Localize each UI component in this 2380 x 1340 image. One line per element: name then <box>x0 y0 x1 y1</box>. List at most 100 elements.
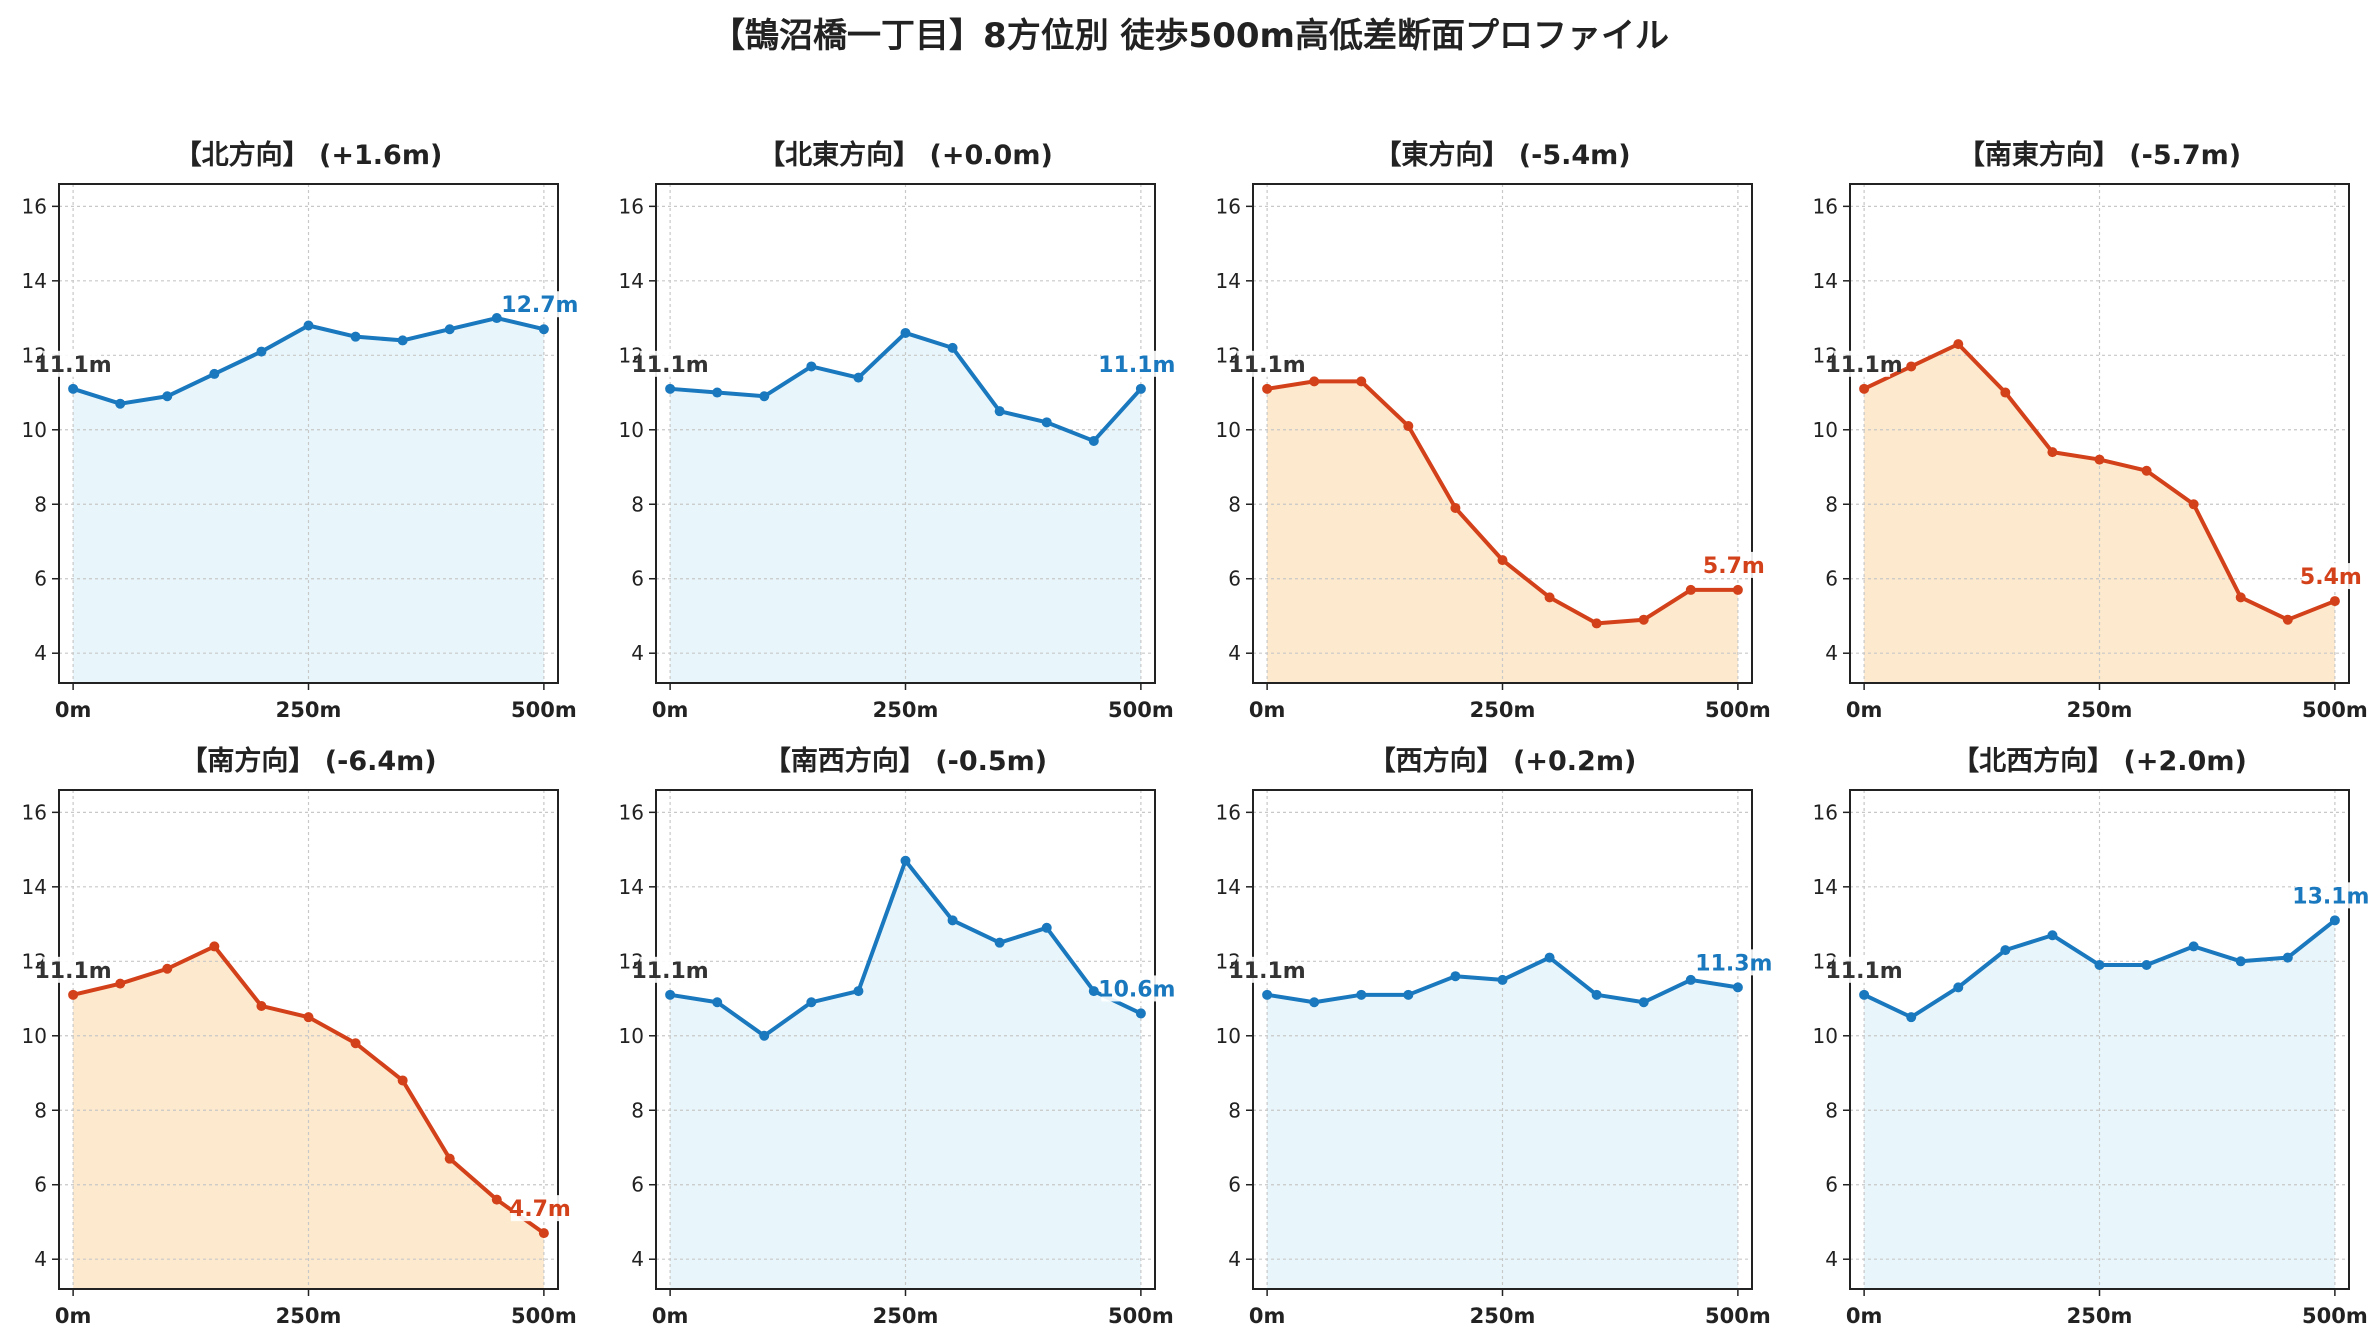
start-elevation-label: 11.1m <box>1826 959 1903 984</box>
y-tick-label: 12 <box>22 343 47 367</box>
x-tick-label: 0m <box>1846 1304 1883 1328</box>
y-tick-label: 12 <box>1813 949 1838 973</box>
profile-panel: 【南西方向】 (-0.5m) 4 6 8 10 12 14 16 0m 250m 500m 11.1m… <box>619 745 1176 1328</box>
data-point <box>2188 941 2199 952</box>
data-point <box>1732 584 1743 595</box>
figure-title: 【鵠沼橋一丁目】8方位別 徒歩500m高低差断面プロファイル <box>711 16 1669 56</box>
data-point <box>1088 435 1099 446</box>
y-tick-label: 8 <box>1825 1098 1838 1122</box>
data-point <box>491 313 502 324</box>
x-tick-label: 0m <box>652 1304 689 1328</box>
data-point <box>1403 421 1414 432</box>
end-elevation-label: 11.3m <box>1695 951 1772 976</box>
label-background <box>1101 350 1175 377</box>
y-tick-label: 14 <box>619 875 644 899</box>
data-point <box>1638 997 1649 1008</box>
end-elevation-label: 5.7m <box>1703 554 1765 579</box>
y-tick-label: 8 <box>1228 1098 1241 1122</box>
data-point <box>256 1000 267 1011</box>
y-tick-label: 8 <box>1825 492 1838 516</box>
y-tick-label: 12 <box>22 949 47 973</box>
data-point <box>1041 922 1052 933</box>
data-point <box>397 335 408 346</box>
data-point <box>1591 989 1602 1000</box>
data-point <box>2047 930 2058 941</box>
data-point <box>1591 618 1602 629</box>
profile-panel: 【北東方向】 (+0.0m) 4 6 8 10 12 14 16 0m 250m 500m 11.1m… <box>619 139 1176 722</box>
profile-panel: 【北西方向】 (+2.0m) 4 6 8 10 12 14 16 0m 250m 500m 11.1m… <box>1813 745 2370 1328</box>
data-point <box>665 383 676 394</box>
panel-title: 【北方向】 (+1.6m) <box>175 139 443 171</box>
area-fill <box>73 946 544 1289</box>
x-tick-label: 0m <box>1249 698 1286 722</box>
data-point <box>1859 989 1870 1000</box>
y-tick-label: 16 <box>22 194 47 218</box>
data-point <box>1906 361 1917 372</box>
y-tick-label: 12 <box>1216 949 1241 973</box>
x-tick-label: 250m <box>873 698 939 722</box>
y-tick-label: 10 <box>619 1024 644 1048</box>
y-tick-label: 16 <box>1813 194 1838 218</box>
x-tick-label: 250m <box>1470 698 1536 722</box>
data-point <box>1356 989 1367 1000</box>
end-elevation-label: 13.1m <box>2292 884 2369 909</box>
y-tick-label: 6 <box>1825 567 1838 591</box>
y-tick-label: 10 <box>1216 1024 1241 1048</box>
data-point <box>994 406 1005 417</box>
panel-title: 【南東方向】 (-5.7m) <box>1958 139 2241 171</box>
data-point <box>491 1194 502 1205</box>
y-tick-label: 12 <box>1813 343 1838 367</box>
area-fill <box>1267 957 1738 1289</box>
x-tick-label: 0m <box>55 1304 92 1328</box>
y-tick-label: 12 <box>619 949 644 973</box>
x-tick-label: 500m <box>2302 1304 2368 1328</box>
y-tick-label: 16 <box>1813 800 1838 824</box>
profile-panel: 【南東方向】 (-5.7m) 4 6 8 10 12 14 16 0m 250m 500m 11.1m… <box>1813 139 2368 722</box>
data-point <box>1356 376 1367 387</box>
data-point <box>444 1153 455 1164</box>
start-elevation-label: 11.1m <box>1826 353 1903 378</box>
data-point <box>115 398 126 409</box>
y-tick-label: 10 <box>1813 418 1838 442</box>
data-point <box>2282 614 2293 625</box>
data-point <box>2141 960 2152 971</box>
y-tick-label: 10 <box>22 418 47 442</box>
panel-title: 【北東方向】 (+0.0m) <box>758 139 1053 171</box>
data-point <box>665 989 676 1000</box>
x-tick-label: 0m <box>652 698 689 722</box>
profile-panel: 【南方向】 (-6.4m) 4 6 8 10 12 14 16 0m 250m 500m 11.1m 4… <box>22 745 577 1328</box>
label-background <box>1698 949 1772 976</box>
data-point <box>900 855 911 866</box>
data-point <box>2094 960 2105 971</box>
data-point <box>1544 592 1555 603</box>
data-point <box>1135 1008 1146 1019</box>
data-point <box>759 391 770 402</box>
data-point <box>1497 974 1508 985</box>
y-tick-label: 6 <box>1228 567 1241 591</box>
data-point <box>806 997 817 1008</box>
data-point <box>2188 499 2199 510</box>
end-elevation-label: 4.7m <box>509 1197 571 1222</box>
y-tick-label: 14 <box>619 269 644 293</box>
y-tick-label: 4 <box>1228 1247 1241 1271</box>
start-elevation-label: 11.1m <box>632 353 709 378</box>
y-tick-label: 12 <box>619 343 644 367</box>
y-tick-label: 16 <box>1216 800 1241 824</box>
data-point <box>1953 339 1964 350</box>
y-tick-label: 4 <box>1825 1247 1838 1271</box>
label-background <box>43 350 100 377</box>
data-point <box>1638 614 1649 625</box>
label-background <box>1237 956 1294 983</box>
y-tick-label: 4 <box>34 641 47 665</box>
data-point <box>1135 383 1146 394</box>
data-point <box>1544 952 1555 963</box>
data-point <box>1262 383 1273 394</box>
data-point <box>2282 952 2293 963</box>
start-elevation-label: 11.1m <box>1229 353 1306 378</box>
data-point <box>1450 971 1461 982</box>
data-point <box>1041 417 1052 428</box>
data-point <box>350 331 361 342</box>
data-point <box>947 915 958 926</box>
x-tick-label: 500m <box>1705 698 1771 722</box>
